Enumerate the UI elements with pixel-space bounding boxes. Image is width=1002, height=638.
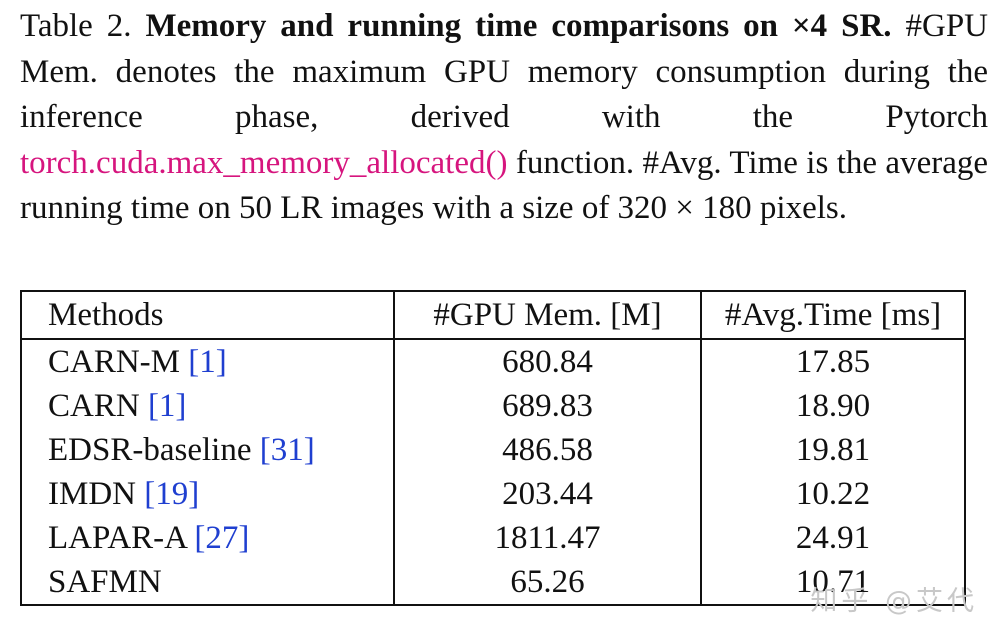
- avg-time-cell: 17.85: [700, 339, 965, 384]
- header-avg-time: #Avg.Time [ms]: [700, 291, 965, 340]
- header-gpu-mem: #GPU Mem. [M]: [393, 291, 701, 340]
- method-cell: SAFMN: [21, 560, 394, 605]
- gpu-mem-cell: 680.84: [393, 339, 701, 384]
- caption-text-1: #GPU Mem. denotes the maximum GPU memory…: [20, 8, 989, 135]
- method-name: SAFMN: [48, 564, 162, 600]
- table-row: CARN-M [1] 680.84 17.85: [21, 339, 965, 384]
- comparison-table: Methods #GPU Mem. [M] #Avg.Time [ms] CAR…: [20, 290, 966, 606]
- table-label: Table 2.: [20, 8, 132, 44]
- table-row: EDSR-baseline [31] 486.58 19.81: [21, 428, 965, 472]
- method-name: EDSR-baseline: [48, 432, 252, 468]
- citation-link[interactable]: [27]: [194, 520, 250, 556]
- citation-link[interactable]: [1]: [147, 388, 187, 424]
- method-cell: CARN [1]: [21, 384, 394, 428]
- gpu-mem-cell: 65.26: [393, 560, 701, 605]
- comparison-table-container: Methods #GPU Mem. [M] #Avg.Time [ms] CAR…: [20, 290, 966, 606]
- avg-time-cell: 10.22: [700, 472, 965, 516]
- method-name: CARN-M: [48, 344, 181, 380]
- citation-link[interactable]: [19]: [144, 476, 200, 512]
- method-name: IMDN: [48, 476, 136, 512]
- code-reference: torch.cuda.max_memory_allocated(): [20, 144, 508, 181]
- method-cell: LAPAR-A [27]: [21, 516, 394, 560]
- method-cell: IMDN [19]: [21, 472, 394, 516]
- avg-time-cell: 10.71: [700, 560, 965, 605]
- method-name: LAPAR-A: [48, 520, 187, 556]
- table-caption: Table 2. Memory and running time compari…: [20, 4, 988, 232]
- gpu-mem-cell: 1811.47: [393, 516, 701, 560]
- caption-title: Memory and running time comparisons on ×…: [145, 8, 892, 44]
- watermark: 知乎 @艾代: [810, 586, 978, 617]
- table-header-row: Methods #GPU Mem. [M] #Avg.Time [ms]: [21, 291, 965, 340]
- avg-time-cell: 24.91: [700, 516, 965, 560]
- citation-link[interactable]: [31]: [259, 432, 315, 468]
- method-name: CARN: [48, 388, 140, 424]
- avg-time-cell: 19.81: [700, 428, 965, 472]
- caption-text-2: function. #Avg. Time is the average runn…: [20, 144, 988, 227]
- gpu-mem-cell: 689.83: [393, 384, 701, 428]
- header-methods: Methods: [21, 291, 394, 340]
- table-row: LAPAR-A [27] 1811.47 24.91: [21, 516, 965, 560]
- method-cell: EDSR-baseline [31]: [21, 428, 394, 472]
- gpu-mem-cell: 486.58: [393, 428, 701, 472]
- table-row: SAFMN 65.26 10.71: [21, 560, 965, 605]
- table-row: CARN [1] 689.83 18.90: [21, 384, 965, 428]
- gpu-mem-cell: 203.44: [393, 472, 701, 516]
- citation-link[interactable]: [1]: [188, 344, 227, 380]
- method-cell: CARN-M [1]: [21, 339, 394, 384]
- avg-time-cell: 18.90: [700, 384, 965, 428]
- table-row: IMDN [19] 203.44 10.22: [21, 472, 965, 516]
